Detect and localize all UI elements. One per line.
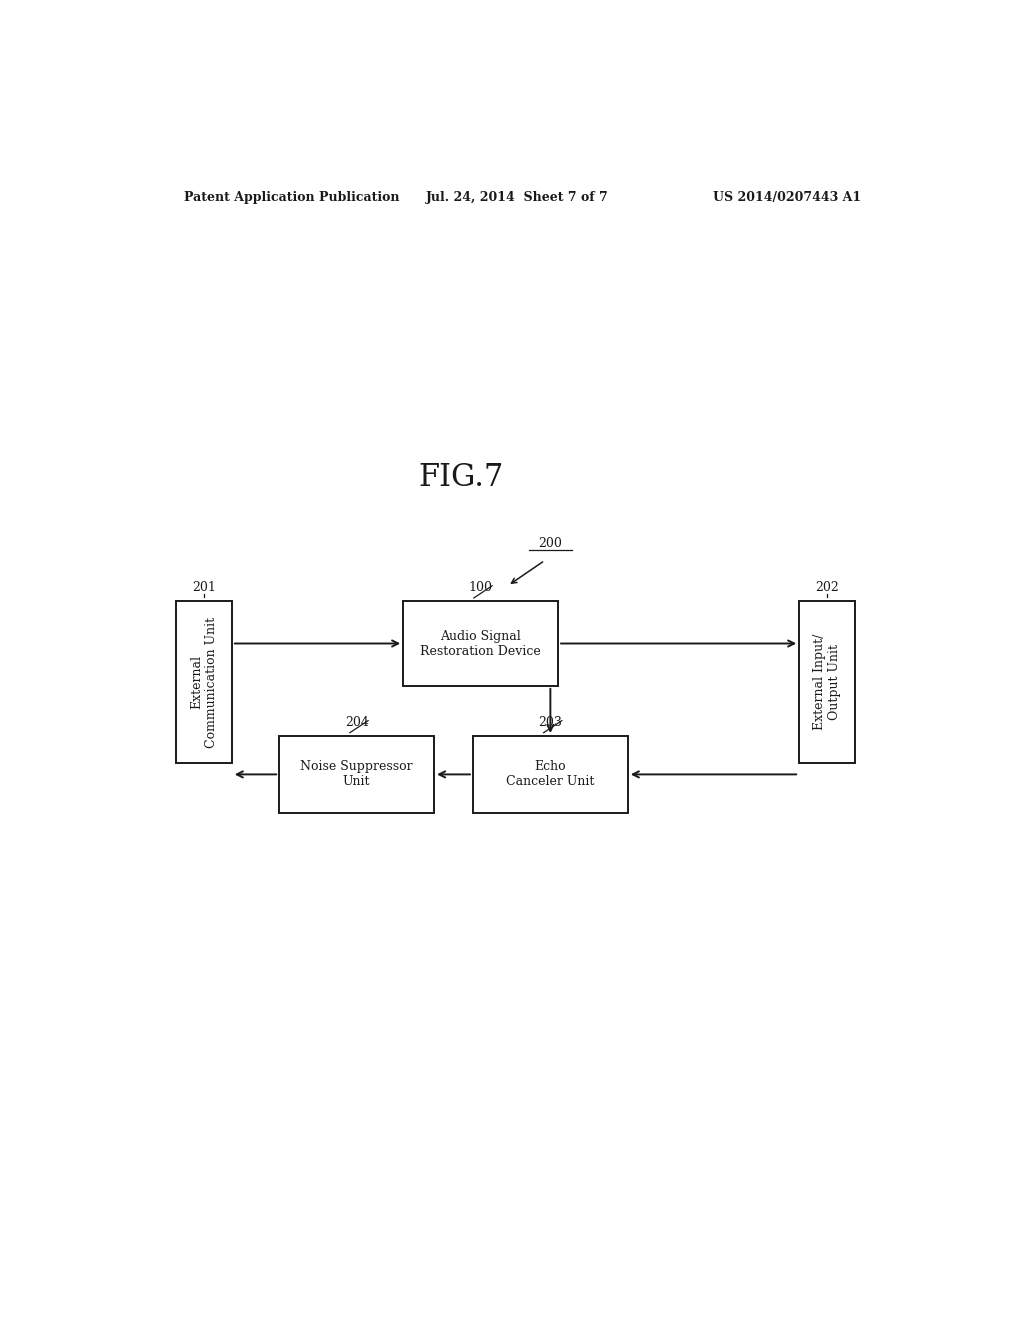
Text: Audio Signal
Restoration Device: Audio Signal Restoration Device bbox=[420, 630, 541, 657]
Text: US 2014/0207443 A1: US 2014/0207443 A1 bbox=[713, 191, 861, 203]
Bar bbox=[799, 601, 855, 763]
Text: Jul. 24, 2014  Sheet 7 of 7: Jul. 24, 2014 Sheet 7 of 7 bbox=[426, 191, 609, 203]
Text: External
Communication Unit: External Communication Unit bbox=[189, 616, 218, 747]
Text: Noise Suppressor
Unit: Noise Suppressor Unit bbox=[300, 760, 413, 788]
Text: FIG.7: FIG.7 bbox=[419, 462, 504, 494]
Bar bbox=[176, 601, 231, 763]
Text: 203: 203 bbox=[539, 715, 562, 729]
Text: 202: 202 bbox=[815, 581, 839, 594]
Text: 100: 100 bbox=[469, 581, 493, 594]
Text: 204: 204 bbox=[345, 715, 369, 729]
Text: Patent Application Publication: Patent Application Publication bbox=[183, 191, 399, 203]
Bar bbox=[473, 737, 628, 813]
Text: 200: 200 bbox=[539, 536, 562, 549]
Bar bbox=[403, 601, 558, 686]
Bar bbox=[280, 737, 434, 813]
Text: External Input/
Output Unit: External Input/ Output Unit bbox=[813, 634, 841, 730]
Text: Echo
Canceler Unit: Echo Canceler Unit bbox=[506, 760, 595, 788]
Text: 201: 201 bbox=[193, 581, 216, 594]
